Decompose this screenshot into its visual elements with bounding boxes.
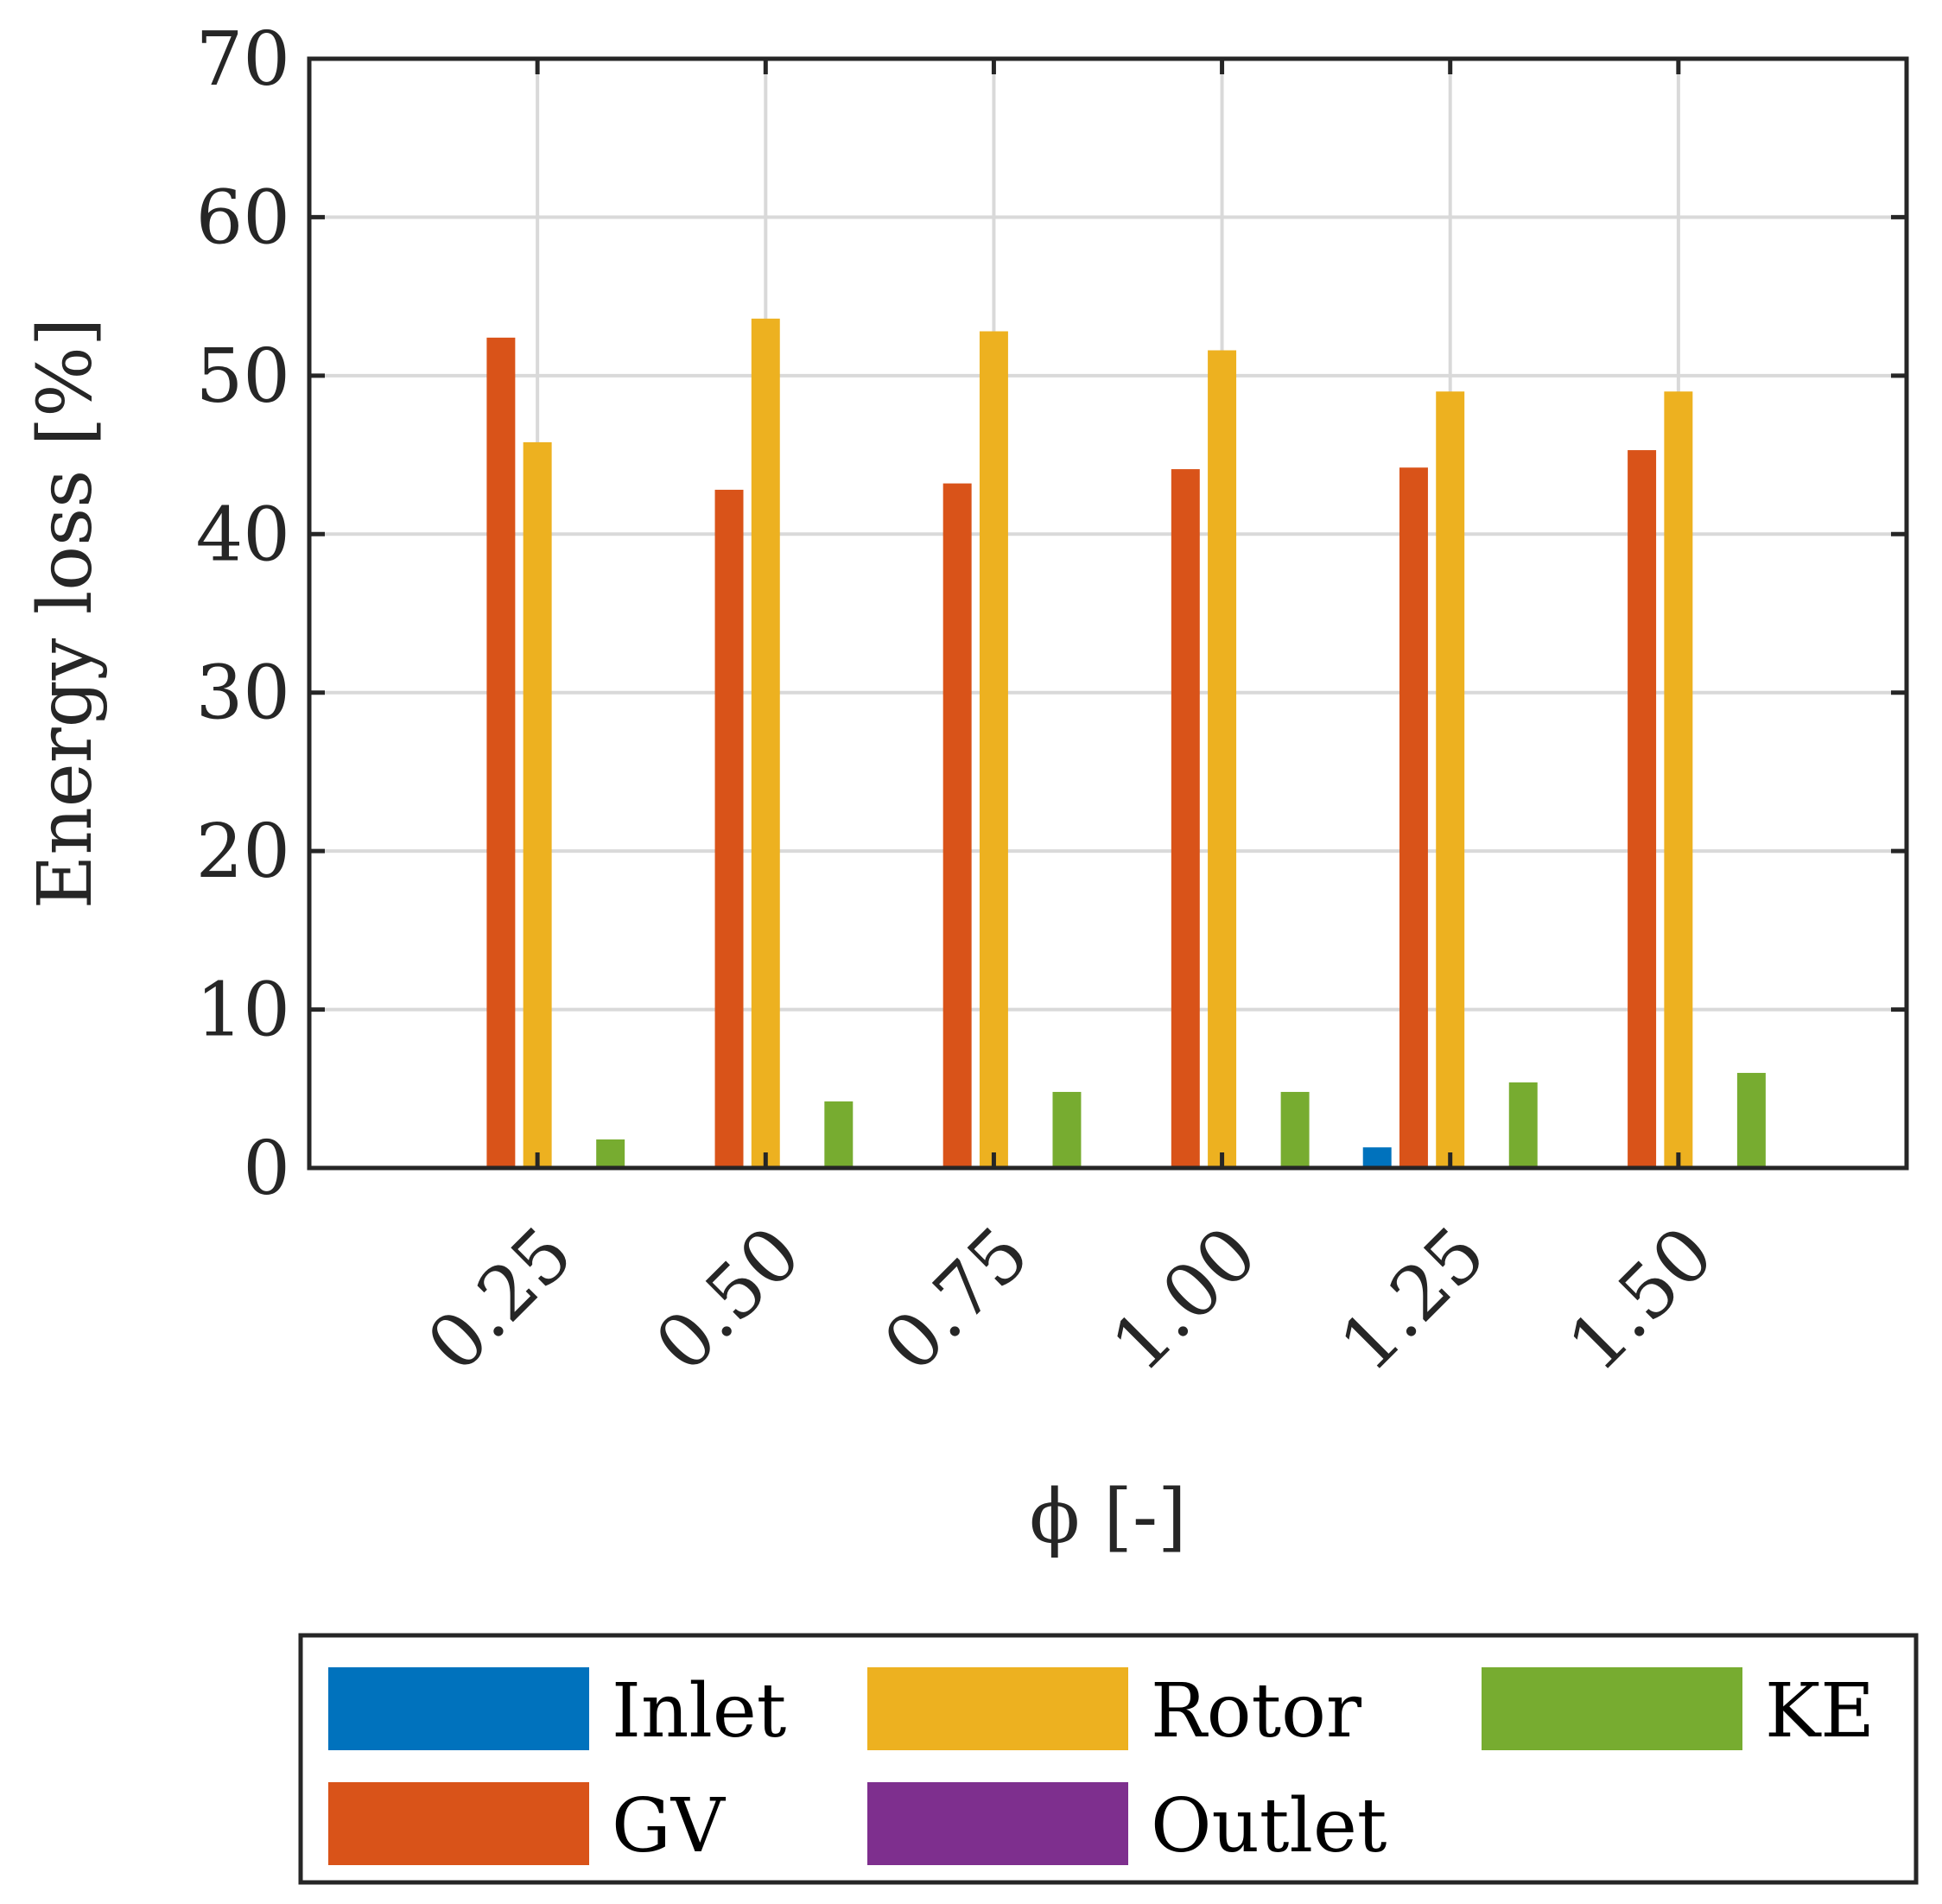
bar-ke-0-25 [596, 1139, 625, 1168]
bar-gv-0-75 [942, 483, 972, 1168]
x-tick-labels: 0.25 0.50 0.75 1.00 1.25 1.50 [411, 1210, 1730, 1388]
bar-ke-0-50 [824, 1101, 854, 1168]
y-tick-label: 30 [196, 651, 290, 737]
x-tick-label: 1.00 [1095, 1210, 1273, 1388]
bar-gv-1-50 [1628, 450, 1657, 1168]
bar-gv-0-50 [714, 489, 744, 1168]
bar-rotor-0-50 [751, 318, 780, 1168]
bar-rotor-1-25 [1436, 391, 1465, 1168]
bars [486, 318, 1766, 1169]
x-tick-label: 0.25 [411, 1210, 589, 1388]
legend-label-rotor: Rotor [1151, 1668, 1362, 1755]
x-tick-label: 0.75 [867, 1210, 1045, 1388]
legend-label-ke: KE [1765, 1668, 1875, 1755]
bar-inlet-1-25 [1362, 1147, 1392, 1168]
bar-gv-1-25 [1399, 467, 1428, 1168]
y-tick-label: 50 [196, 333, 290, 420]
y-tick-label: 10 [196, 968, 290, 1054]
y-tick-label: 20 [196, 809, 290, 895]
legend-swatch-ke [1482, 1667, 1742, 1750]
bar-rotor-1-50 [1664, 391, 1693, 1168]
legend-label-outlet: Outlet [1151, 1783, 1387, 1869]
x-tick-label: 0.50 [639, 1210, 817, 1388]
bar-gv-1-00 [1171, 469, 1200, 1168]
y-tick-label: 60 [196, 175, 290, 261]
y-tick-label: 70 [196, 16, 290, 103]
bar-ke-0-75 [1052, 1091, 1082, 1168]
legend-swatch-rotor [867, 1667, 1128, 1750]
y-axis-label: Energy loss [%] [22, 318, 109, 910]
bar-rotor-0-25 [523, 441, 552, 1168]
legend-swatch-gv [328, 1782, 589, 1865]
plot-frame [307, 56, 1909, 1171]
x-tick-label: 1.50 [1552, 1210, 1730, 1388]
axis-ticks [309, 56, 1907, 1171]
bar-ke-1-00 [1280, 1091, 1310, 1168]
bar-gv-0-25 [486, 337, 516, 1168]
y-tick-label: 40 [196, 492, 290, 578]
y-tick-label: 0 [243, 1126, 290, 1212]
y-tick-labels: 0 10 20 30 40 50 60 70 [196, 16, 290, 1212]
bar-rotor-1-00 [1208, 350, 1237, 1169]
x-tick-label: 1.25 [1323, 1210, 1501, 1388]
legend-swatch-inlet [328, 1667, 589, 1750]
x-axis-label: ϕ [-] [1029, 1474, 1186, 1560]
legend-label-gv: GV [612, 1783, 727, 1869]
legend-swatch-outlet [867, 1782, 1128, 1865]
bar-ke-1-50 [1736, 1072, 1766, 1168]
legend: Inlet Rotor KE GV Outlet [298, 1633, 1919, 1885]
bar-rotor-0-75 [979, 331, 1008, 1168]
bar-ke-1-25 [1508, 1082, 1538, 1168]
legend-label-inlet: Inlet [612, 1668, 786, 1755]
